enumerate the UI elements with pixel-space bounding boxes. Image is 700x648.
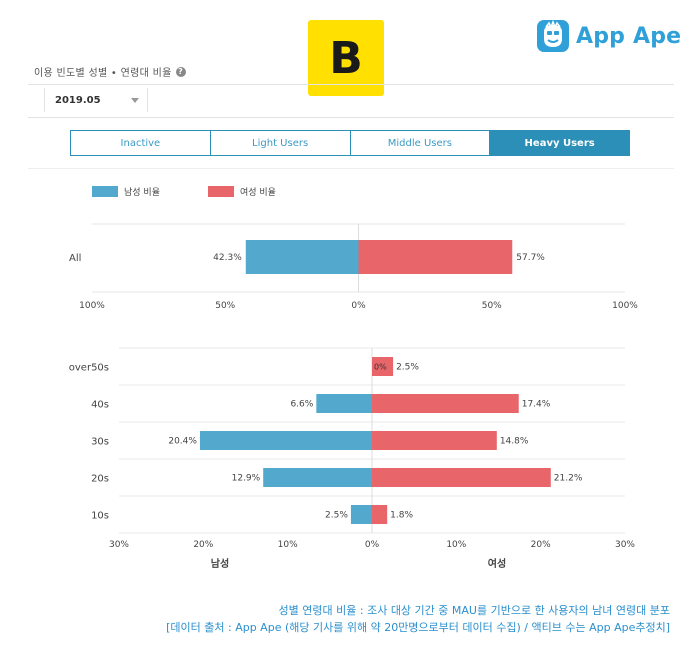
app-ape-logo: App Ape — [536, 14, 681, 58]
bar-female — [372, 357, 394, 376]
bar-male — [199, 431, 372, 450]
bar-female — [358, 240, 513, 274]
question-circle-icon[interactable]: ? — [175, 66, 186, 77]
gender-ratio-all-chart: 100% 50% 0% 50% 100% All 42.3% 57.7% — [69, 223, 638, 311]
chevron-down-icon — [131, 97, 139, 103]
legend-swatch-female — [207, 186, 234, 197]
tab-label: Inactive — [120, 137, 161, 149]
brand-b-logo: B — [308, 20, 384, 96]
bar-female — [372, 468, 551, 487]
bar-female — [372, 394, 519, 413]
bar-male — [316, 394, 372, 413]
tab-label: Light Users — [252, 137, 309, 149]
x-tick-label: 20% — [531, 540, 551, 550]
chart-legend: 남성 비율 여성 비율 — [92, 185, 316, 198]
footnote-line-2: [데이터 출처 : App Ape (해당 기사를 위해 약 20만명으로부터 … — [166, 621, 670, 634]
data-label-male: 20.4% — [168, 437, 197, 447]
page-title: 이용 빈도별 성별 • 연령대 비율 ? — [34, 64, 186, 79]
ape-face-icon — [537, 19, 569, 52]
data-label-zero: 0% — [374, 363, 387, 372]
x-tick-label: 50% — [215, 301, 235, 311]
x-tick-label: 0% — [365, 540, 380, 550]
tab-light-users[interactable]: Light Users — [210, 130, 351, 156]
page-title-text: 이용 빈도별 성별 • 연령대 비율 — [34, 68, 172, 79]
data-label-female: 2.5% — [396, 363, 419, 373]
x-tick-label: 30% — [109, 540, 129, 550]
x-tick-label: 0% — [351, 301, 366, 311]
data-label-male: 2.5% — [325, 511, 348, 521]
tab-heavy-users[interactable]: Heavy Users — [490, 130, 630, 156]
x-axis-label-female: 여성 — [488, 557, 506, 570]
data-label-female: 1.8% — [390, 511, 413, 521]
tab-label: Heavy Users — [524, 137, 595, 149]
footnote: 성별 연령대 비율 : 조사 대상 기간 중 MAU를 기반으로 한 사용자의 … — [166, 602, 670, 636]
brand-b-letter: B — [329, 32, 363, 84]
legend-label-female: 여성 비율 — [239, 188, 276, 198]
footnote-line-1: 성별 연령대 비율 : 조사 대상 기간 중 MAU를 기반으로 한 사용자의 … — [278, 604, 670, 617]
tab-label: Middle Users — [387, 137, 452, 149]
bar-female — [372, 505, 388, 524]
x-tick-label: 20% — [193, 540, 213, 550]
tab-inactive[interactable]: Inactive — [70, 130, 211, 156]
category-label: All — [69, 253, 81, 264]
gender-age-ratio-chart: 30% 20% 10% 0% 10% 20% 30% 남성 여성 over50s 0% 2.5% 40s… — [69, 347, 635, 570]
bar-male — [245, 240, 359, 274]
section-divider — [28, 168, 674, 169]
x-tick-label: 50% — [482, 301, 502, 311]
app-ape-wordmark: App Ape — [576, 23, 682, 49]
data-label-male: 42.3% — [213, 253, 242, 263]
tab-middle-users[interactable]: Middle Users — [350, 130, 491, 156]
usage-tabs: Inactive Light Users Middle Users Heavy … — [70, 130, 630, 156]
x-tick-label: 100% — [612, 301, 638, 311]
x-tick-label: 10% — [278, 540, 298, 550]
category-label: 20s — [91, 474, 109, 485]
category-label: 40s — [91, 400, 109, 411]
data-label-female: 17.4% — [522, 400, 551, 410]
legend-swatch-male — [92, 186, 118, 197]
category-label: 30s — [91, 437, 109, 448]
x-tick-label: 10% — [446, 540, 466, 550]
filter-bar — [28, 84, 674, 118]
bar-male — [350, 505, 372, 524]
x-tick-label: 100% — [79, 301, 105, 311]
category-label: over50s — [69, 363, 109, 374]
data-label-male: 6.6% — [290, 400, 313, 410]
x-axis-label-male: 남성 — [211, 557, 229, 570]
data-label-female: 57.7% — [516, 253, 545, 263]
data-label-male: 12.9% — [232, 474, 261, 484]
bar-male — [263, 468, 372, 487]
data-label-female: 14.8% — [500, 437, 529, 447]
bar-female — [372, 431, 497, 450]
legend-item-female[interactable]: 여성 비율 — [207, 185, 276, 198]
data-label-female: 21.2% — [554, 474, 583, 484]
month-select[interactable]: 2019.05 — [44, 88, 148, 112]
legend-item-male[interactable]: 남성 비율 — [92, 185, 160, 198]
legend-label-male: 남성 비율 — [124, 188, 160, 198]
month-select-value: 2019.05 — [55, 94, 101, 106]
x-tick-label: 30% — [615, 540, 635, 550]
category-label: 10s — [91, 511, 109, 522]
